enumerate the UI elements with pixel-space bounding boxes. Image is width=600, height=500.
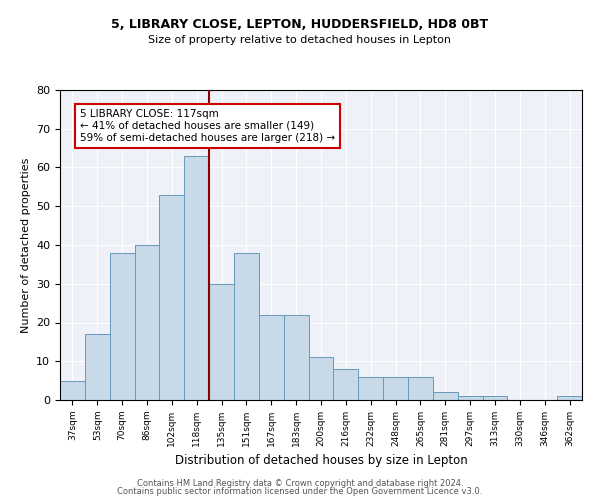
Bar — [209, 284, 234, 400]
Text: Contains public sector information licensed under the Open Government Licence v3: Contains public sector information licen… — [118, 487, 482, 496]
Bar — [383, 377, 408, 400]
Text: Contains HM Land Registry data © Crown copyright and database right 2024.: Contains HM Land Registry data © Crown c… — [137, 478, 463, 488]
Bar — [557, 396, 582, 400]
Text: 5 LIBRARY CLOSE: 117sqm
← 41% of detached houses are smaller (149)
59% of semi-d: 5 LIBRARY CLOSE: 117sqm ← 41% of detache… — [80, 110, 335, 142]
Bar — [458, 396, 482, 400]
Bar — [110, 252, 134, 400]
Bar — [358, 377, 383, 400]
Bar — [234, 252, 259, 400]
Bar — [482, 396, 508, 400]
Y-axis label: Number of detached properties: Number of detached properties — [20, 158, 31, 332]
X-axis label: Distribution of detached houses by size in Lepton: Distribution of detached houses by size … — [175, 454, 467, 468]
Bar — [259, 315, 284, 400]
Bar — [334, 369, 358, 400]
Bar — [60, 380, 85, 400]
Bar — [433, 392, 458, 400]
Bar — [184, 156, 209, 400]
Text: Size of property relative to detached houses in Lepton: Size of property relative to detached ho… — [149, 35, 452, 45]
Bar — [134, 245, 160, 400]
Bar — [308, 358, 334, 400]
Bar — [284, 315, 308, 400]
Bar — [85, 334, 110, 400]
Bar — [160, 194, 184, 400]
Bar — [408, 377, 433, 400]
Text: 5, LIBRARY CLOSE, LEPTON, HUDDERSFIELD, HD8 0BT: 5, LIBRARY CLOSE, LEPTON, HUDDERSFIELD, … — [112, 18, 488, 30]
